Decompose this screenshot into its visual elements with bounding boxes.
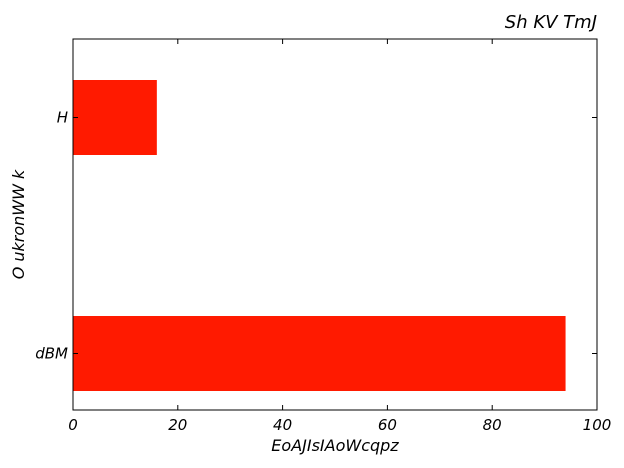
x-tick-label: 100: [583, 416, 612, 434]
ticks-group: dBM H 0 20 40 60 80 100: [35, 39, 611, 434]
x-tick-label: 60: [378, 416, 397, 434]
x-axis-label: EoAJIsIAoWcqpz: [271, 436, 399, 455]
bar-dbm: [73, 316, 566, 391]
y-tick-label: dBM: [35, 345, 68, 363]
x-tick-label: 20: [168, 416, 187, 434]
y-tick-label: H: [57, 109, 68, 127]
bar-h: [73, 80, 157, 155]
y-axis-label: O ukronWW k: [9, 169, 28, 279]
x-tick-label: 0: [68, 416, 78, 434]
bars-group: [73, 80, 566, 391]
x-tick-label: 80: [483, 416, 502, 434]
chart-title: Sh KV TmJ: [505, 12, 597, 33]
plot-area-frame: [72, 38, 598, 411]
x-tick-label: 40: [273, 416, 292, 434]
